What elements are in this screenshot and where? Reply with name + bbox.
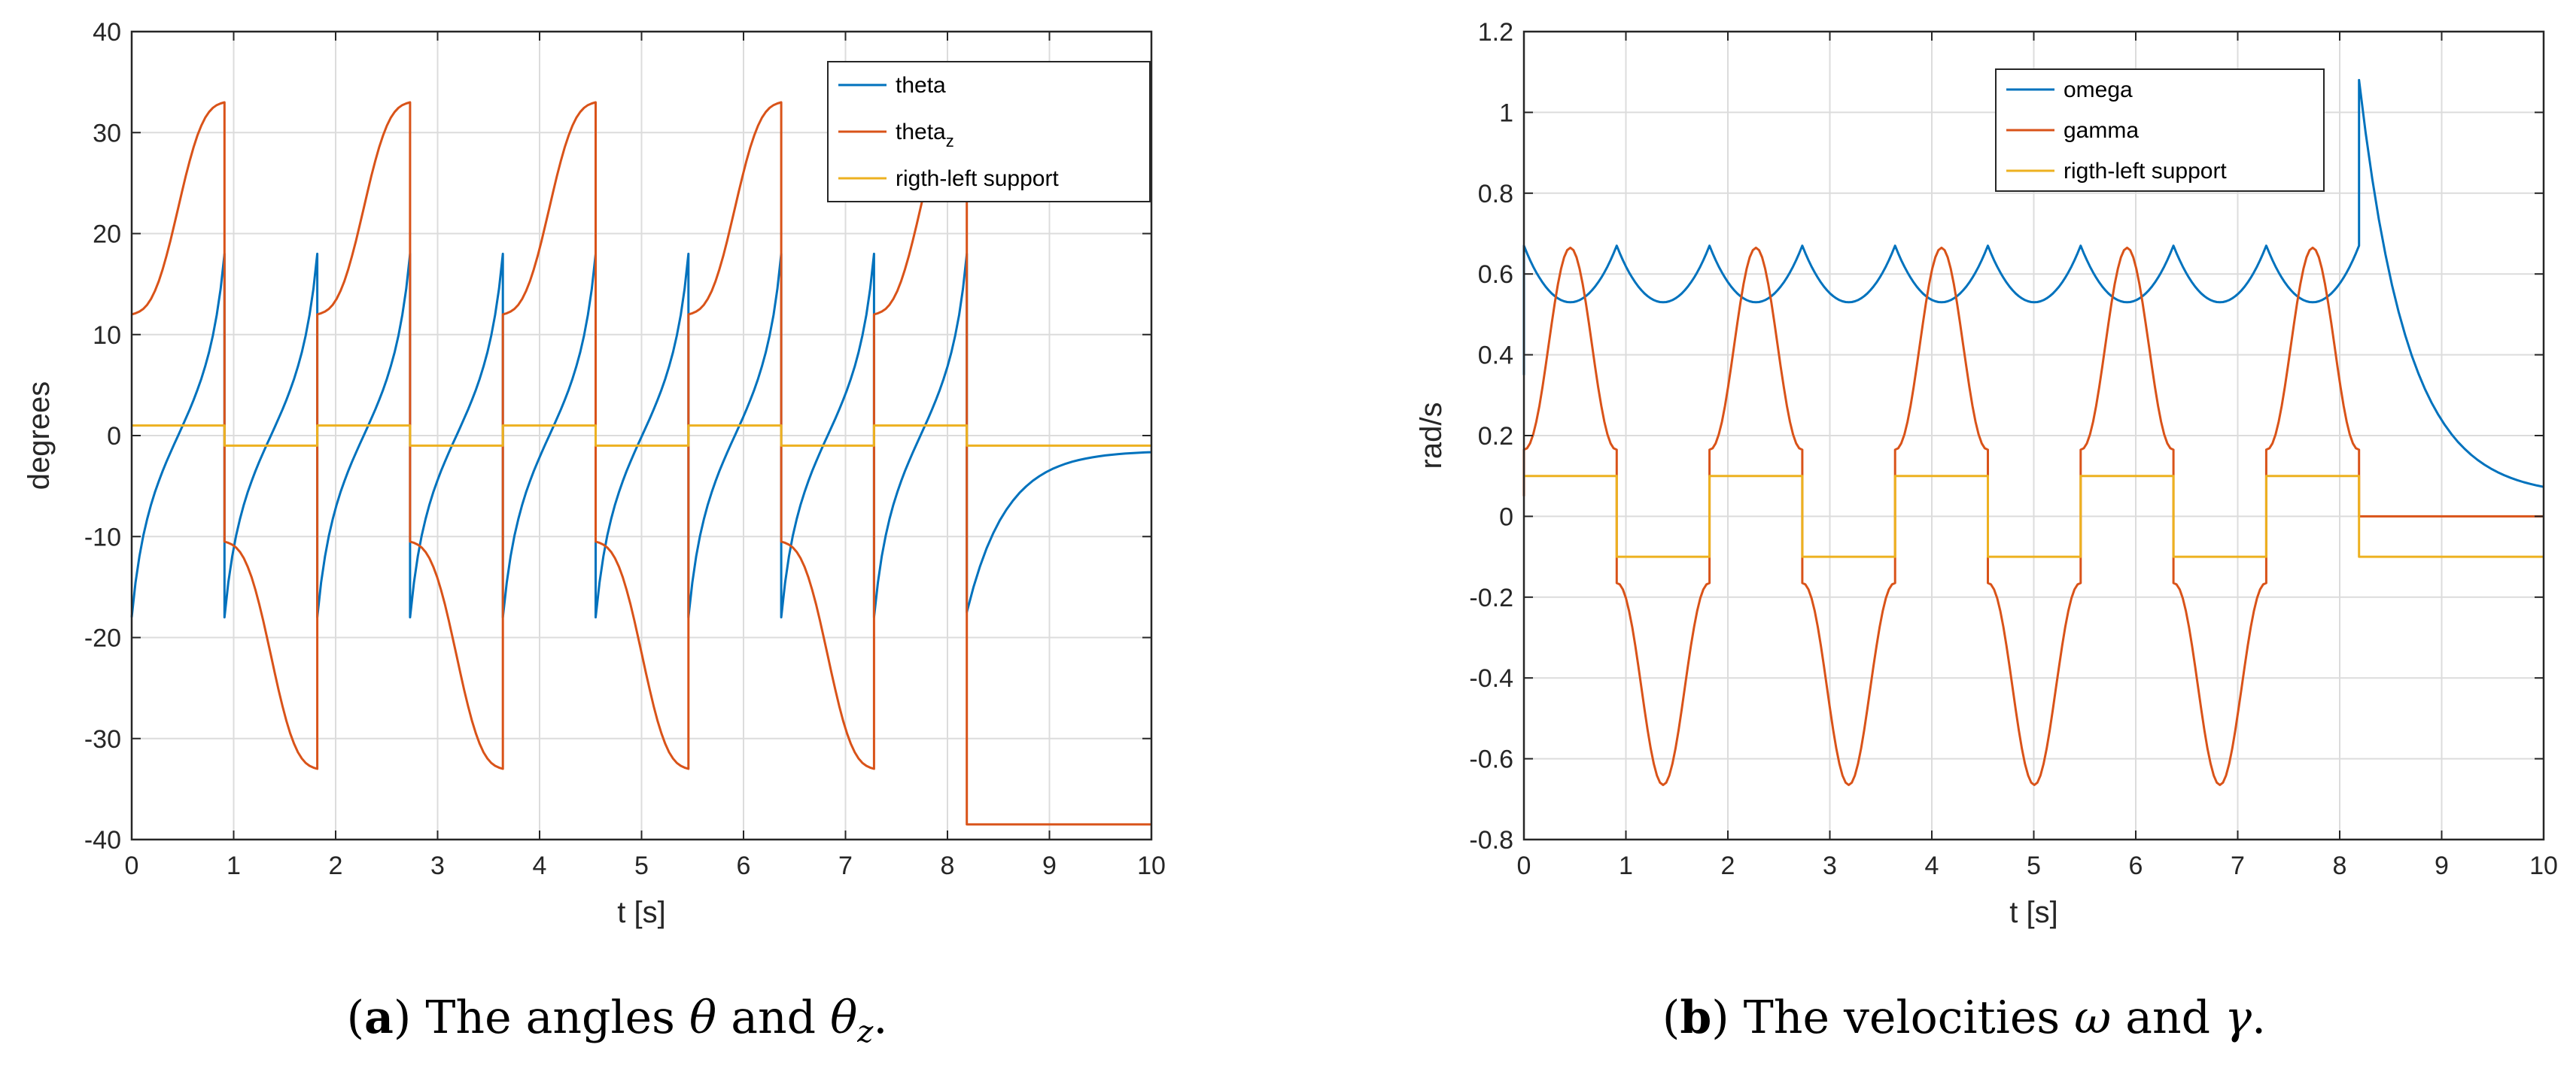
y-tick-label: 30 (93, 119, 121, 147)
series-line-theta-z (131, 101, 1151, 826)
y-tick-label: -20 (84, 624, 121, 653)
x-tick-label: 6 (2129, 852, 2143, 880)
x-tick-label: 4 (1925, 852, 1939, 880)
y-tick-label: -40 (84, 826, 121, 855)
chart-a: 0 1 2 3 4 5 6 7 8 9 10 -40 -30 -20 -10 0 10 20 30 40 t [s] de… (23, 18, 1166, 929)
y-tick-label: 20 (93, 220, 121, 249)
y-tick-label: -0.8 (1469, 826, 1513, 855)
x-tick-label: 3 (430, 852, 445, 880)
y-tick-label: -0.4 (1469, 664, 1513, 693)
legend-label: rigth-left support (2064, 159, 2227, 184)
y-tick-label: 0 (1499, 503, 1513, 531)
legend: omega gamma rigth-left support (1995, 68, 2325, 192)
legend-label: thetaz (896, 120, 954, 150)
series-line-gamma (1522, 246, 2544, 786)
x-tick-label: 0 (125, 852, 139, 880)
y-tick-label: 1.2 (1478, 18, 1513, 47)
x-tick-label: 1 (227, 852, 241, 880)
legend-label: rigth-left support (896, 166, 1059, 191)
x-tick-label: 10 (1137, 852, 1166, 880)
x-tick-label: 9 (1042, 852, 1057, 880)
x-tick-label: 8 (2333, 852, 2347, 880)
y-axis-label: rad/s (1415, 402, 1448, 469)
legend-label: omega (2064, 77, 2133, 102)
caption-a: (a) The angles θ and θz. (346, 991, 888, 1049)
y-tick-label: 0.2 (1478, 422, 1513, 451)
x-tick-label: 9 (2435, 852, 2449, 880)
x-tick-label: 2 (1721, 852, 1735, 880)
series-line-rigth-left-support (132, 424, 1151, 447)
x-axis-label: t [s] (617, 896, 665, 929)
x-tick-label: 4 (533, 852, 547, 880)
x-tick-label: 3 (1823, 852, 1837, 880)
chart-b: 0 1 2 3 4 5 6 7 8 9 10 -0.8 -0.6 -0.4 -0.2 0 0.2 0.4 0.6 0.… (1415, 18, 2558, 929)
series-line-theta (130, 252, 1152, 619)
x-tick-label: 6 (737, 852, 751, 880)
series-line-omega (1522, 78, 2544, 488)
x-tick-label: 1 (1619, 852, 1633, 880)
x-tick-label: 7 (2231, 852, 2245, 880)
y-tick-label: 0.8 (1478, 180, 1513, 208)
legend: theta thetaz rigth-left support (827, 61, 1151, 202)
x-tick-label: 7 (838, 852, 853, 880)
x-tick-label: 5 (634, 852, 649, 880)
x-tick-label: 8 (941, 852, 955, 880)
y-tick-label: -0.6 (1469, 746, 1513, 774)
y-tick-label: 1 (1499, 99, 1513, 127)
y-tick-label: 0.6 (1478, 260, 1513, 289)
y-tick-label: 40 (93, 18, 121, 47)
y-axis-label: degrees (23, 381, 56, 490)
legend-label: gamma (2064, 118, 2139, 143)
y-tick-label: 0.4 (1478, 342, 1513, 370)
x-tick-label: 0 (1517, 852, 1531, 880)
legend-label: theta (896, 73, 946, 98)
y-tick-label: 10 (93, 321, 121, 350)
caption-b: (b) The velocities ω and γ. (1662, 991, 2267, 1044)
x-tick-label: 10 (2529, 852, 2558, 880)
x-axis-label: t [s] (2009, 896, 2057, 929)
x-tick-label: 5 (2027, 852, 2041, 880)
x-tick-label: 2 (329, 852, 343, 880)
y-tick-label: -30 (84, 725, 121, 754)
y-tick-label: -10 (84, 523, 121, 551)
series-line-rigth-left-support (1524, 475, 2544, 558)
y-tick-label: 0 (107, 422, 121, 451)
y-tick-label: -0.2 (1469, 584, 1513, 612)
